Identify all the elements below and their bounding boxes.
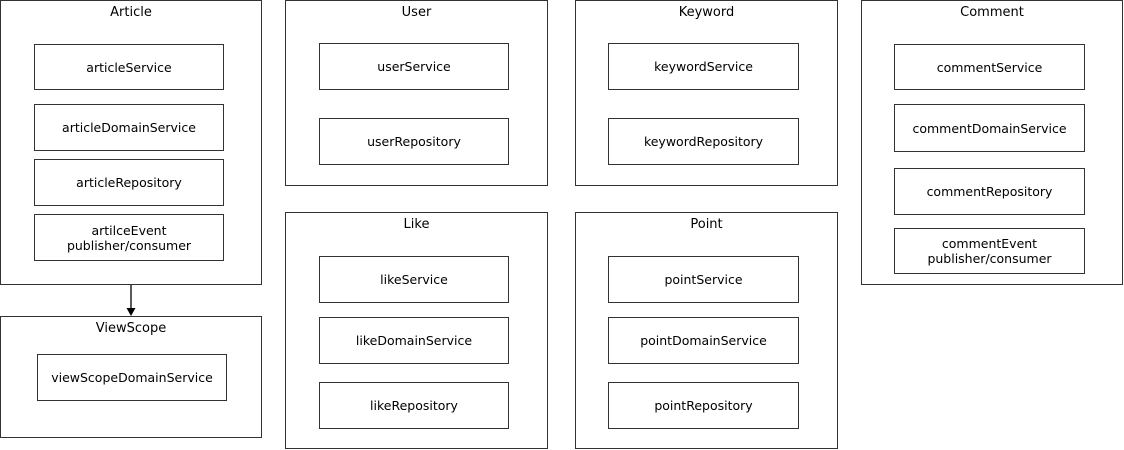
user-service-box: userService (319, 43, 509, 90)
comment-domain-service-box: commentDomainService (894, 104, 1085, 152)
module-keyword: Keyword keywordService keywordRepository (575, 0, 838, 186)
like-domain-service-box: likeDomainService (319, 317, 509, 364)
comment-service-box: commentService (894, 44, 1085, 90)
comment-repository-box: commentRepository (894, 168, 1085, 215)
viewscope-domain-service-box: viewScopeDomainService (37, 354, 227, 401)
module-like: Like likeService likeDomainService likeR… (285, 212, 548, 449)
like-service-box: likeService (319, 256, 509, 303)
module-user: User userService userRepository (285, 0, 548, 186)
module-title: Like (403, 217, 430, 232)
module-title: Article (110, 5, 152, 20)
article-domain-service-box: articleDomainService (34, 104, 224, 151)
point-domain-service-box: pointDomainService (608, 317, 799, 364)
module-comment: Comment commentService commentDomainServ… (861, 0, 1123, 285)
keyword-repository-box: keywordRepository (608, 118, 799, 165)
module-point: Point pointService pointDomainService po… (575, 212, 838, 449)
module-article: Article articleService articleDomainServ… (0, 0, 262, 285)
article-repository-box: articleRepository (34, 159, 224, 206)
like-repository-box: likeRepository (319, 382, 509, 429)
article-event-box: artilceEvent publisher/consumer (34, 214, 224, 261)
module-title: Comment (960, 5, 1024, 20)
article-service-box: articleService (34, 44, 224, 90)
point-service-box: pointService (608, 256, 799, 303)
module-title: Keyword (678, 5, 735, 20)
module-title: Point (690, 217, 723, 232)
module-title: User (401, 5, 432, 20)
point-repository-box: pointRepository (608, 382, 799, 429)
keyword-service-box: keywordService (608, 43, 799, 90)
comment-event-box: commentEvent publisher/consumer (894, 228, 1085, 274)
module-viewscope: ViewScope viewScopeDomainService (0, 316, 262, 438)
module-title: ViewScope (95, 321, 167, 336)
user-repository-box: userRepository (319, 118, 509, 165)
